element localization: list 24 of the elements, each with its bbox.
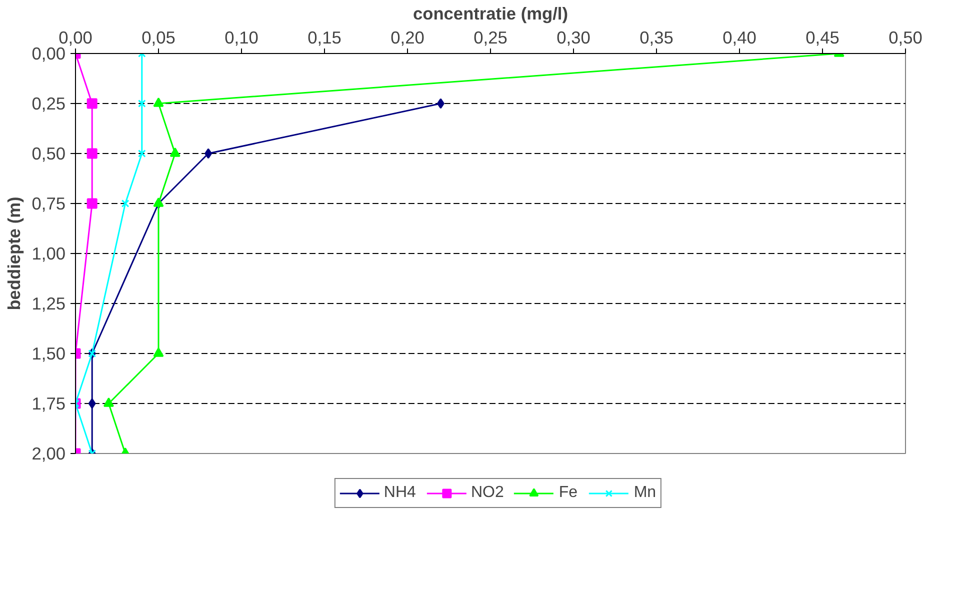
x-tick-label: 0,45 [806,28,840,48]
y-tick-label: 0,25 [32,94,66,114]
y-tick-label: 0,75 [32,194,66,214]
legend-label: NO2 [470,484,504,502]
x-axis-title: concentratie (mg/l) [412,4,568,24]
y-tick-label: 1,50 [32,344,66,364]
legend-label: Mn [634,484,656,502]
x-tick-label: 0,10 [224,28,258,48]
y-tick-label: 1,00 [32,244,66,264]
x-tick-label: 0,05 [142,28,176,48]
legend-label: NH4 [384,484,416,502]
y-tick-label: 2,00 [32,444,66,464]
y-axis-title: beddiepte (m) [4,196,24,310]
x-tick-label: 0,35 [640,28,674,48]
y-tick-label: 1,25 [32,294,66,314]
x-tick-label: 0,50 [888,28,922,48]
x-tick-label: 0,30 [556,28,590,48]
x-tick-label: 0,40 [722,28,756,48]
y-tick-label: 0,50 [32,144,66,164]
legend-label: Fe [558,484,579,502]
y-tick-label: 1,75 [32,394,66,414]
x-tick-label: 0,15 [308,28,342,48]
x-tick-label: 0,20 [390,28,424,48]
x-tick-label: 0,25 [474,28,508,48]
